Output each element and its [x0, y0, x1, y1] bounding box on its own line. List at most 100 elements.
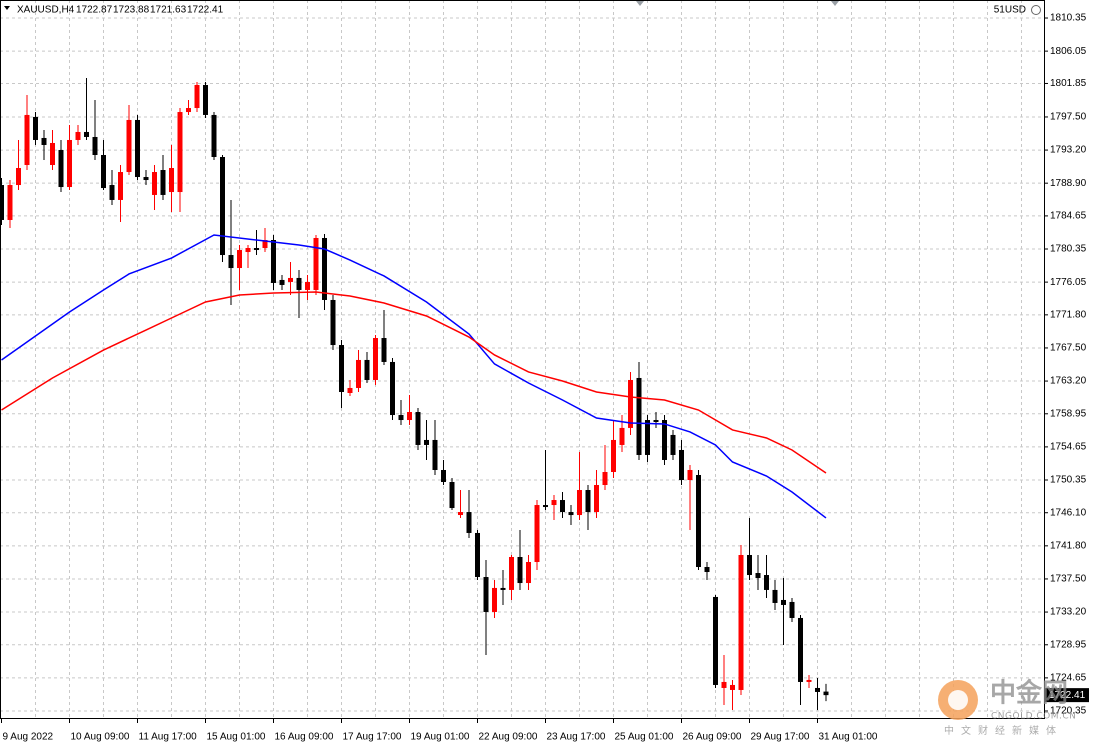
x-tick-label: 19 Aug 01:00 — [411, 732, 470, 743]
candle-body — [560, 500, 565, 513]
candle-body — [305, 281, 310, 290]
candle-body — [653, 420, 659, 423]
candle-body — [262, 240, 268, 249]
y-tick-label: 1776.05 — [1050, 277, 1087, 288]
candle-body — [628, 379, 633, 428]
y-tick-label: 1754.65 — [1050, 442, 1087, 453]
shift-marker — [636, 1, 644, 6]
candle-body — [109, 185, 115, 200]
y-tick-label: 1741.80 — [1050, 540, 1087, 551]
y-tick-label: 1810.35 — [1050, 13, 1087, 24]
chart-title: XAUUSD,H4 — [17, 5, 75, 16]
x-tick-label: 31 Aug 01:00 — [819, 732, 878, 743]
account-label: 51USD — [994, 5, 1026, 16]
candle-body — [186, 108, 191, 113]
candle-body — [687, 469, 693, 481]
candle-body — [84, 131, 89, 137]
last-high: 1723.88 — [113, 5, 150, 16]
x-tick-label: 11 Aug 17:00 — [139, 732, 198, 743]
y-tick-label: 1750.35 — [1050, 475, 1087, 486]
y-tick-label: 1758.95 — [1050, 408, 1087, 419]
candle-body — [798, 617, 803, 682]
y-tick-label: 1767.50 — [1050, 343, 1087, 354]
candle-body — [534, 505, 540, 563]
chart-frame — [0, 0, 1045, 719]
plot-area — [0, 77, 829, 710]
x-tick-label: 26 Aug 09:00 — [683, 732, 742, 743]
candle-body — [509, 556, 514, 590]
candle-body — [594, 485, 599, 513]
x-tick-label: 25 Aug 01:00 — [615, 732, 674, 743]
candle-body — [67, 139, 72, 188]
y-tick-label: 1771.80 — [1050, 309, 1087, 320]
candle-body — [50, 142, 55, 166]
candle-body — [815, 687, 820, 692]
last-low: 1721.63 — [150, 5, 187, 16]
shift-marker — [831, 1, 839, 6]
candle-body — [568, 512, 574, 516]
candle-body — [704, 567, 710, 573]
candle-body — [713, 596, 718, 685]
candle-body — [696, 474, 701, 568]
candle-body — [160, 170, 166, 195]
candle-body — [424, 439, 429, 445]
candle-body — [58, 149, 64, 188]
y-tick-label: 1733.20 — [1050, 607, 1087, 618]
candle-body — [7, 185, 13, 220]
candle-body — [441, 469, 446, 483]
candle-body — [806, 679, 812, 682]
y-tick-label: 1797.50 — [1050, 112, 1087, 123]
candle-body — [483, 577, 489, 612]
candle-body — [500, 587, 506, 590]
candle-body — [322, 237, 327, 300]
candle-body — [279, 279, 285, 285]
menu-icon[interactable] — [4, 6, 10, 10]
candle-body — [211, 114, 217, 157]
candle-body — [645, 420, 650, 455]
x-tick-label: 17 Aug 17:00 — [343, 732, 402, 743]
candle-body — [449, 482, 455, 509]
candle-body — [823, 691, 829, 696]
candle-body — [789, 601, 795, 618]
candle-body — [203, 85, 208, 115]
y-tick-label: 1720.35 — [1050, 706, 1087, 717]
candle-body — [764, 575, 769, 590]
candle-body — [228, 255, 234, 269]
candle-body — [415, 412, 421, 445]
candle-body — [313, 237, 319, 290]
watermark-name: 中金网 — [990, 678, 1068, 709]
x-tick-label: 29 Aug 17:00 — [751, 732, 810, 743]
watermark-logo — [948, 690, 968, 710]
settings-icon[interactable] — [1031, 5, 1041, 15]
x-tick-label: 23 Aug 17:00 — [547, 732, 606, 743]
candle-body — [585, 490, 591, 513]
x-tick-label: 15 Aug 01:00 — [207, 732, 266, 743]
y-tick-label: 1793.20 — [1050, 145, 1087, 156]
candle-body — [41, 137, 47, 145]
candle-body — [670, 434, 676, 455]
candle-body — [75, 131, 81, 140]
candle-body — [407, 412, 412, 421]
y-tick-label: 1788.90 — [1050, 178, 1087, 189]
candle-body — [143, 177, 149, 181]
watermark-site: CNGOLD.COM.CN — [991, 712, 1076, 722]
candle-body — [0, 185, 4, 220]
x-tick-label: 16 Aug 09:00 — [275, 732, 334, 743]
candle-body — [33, 116, 38, 140]
candle-body — [475, 532, 480, 578]
candle-body — [220, 156, 225, 256]
candle-body — [721, 681, 727, 688]
candle-body — [543, 505, 548, 508]
candle-body — [738, 554, 744, 690]
candle-body — [339, 345, 344, 392]
candle-body — [356, 359, 361, 388]
y-tick-label: 1780.35 — [1050, 244, 1087, 255]
x-tick-label: 22 Aug 09:00 — [479, 732, 538, 743]
last-close: 1722.41 — [187, 5, 224, 16]
y-tick-label: 1801.85 — [1050, 78, 1087, 89]
candle-body — [245, 248, 251, 253]
candle-body — [92, 136, 98, 155]
y-tick-label: 1728.95 — [1050, 639, 1087, 650]
ma-line — [1, 234, 827, 519]
candle-body — [194, 85, 200, 109]
